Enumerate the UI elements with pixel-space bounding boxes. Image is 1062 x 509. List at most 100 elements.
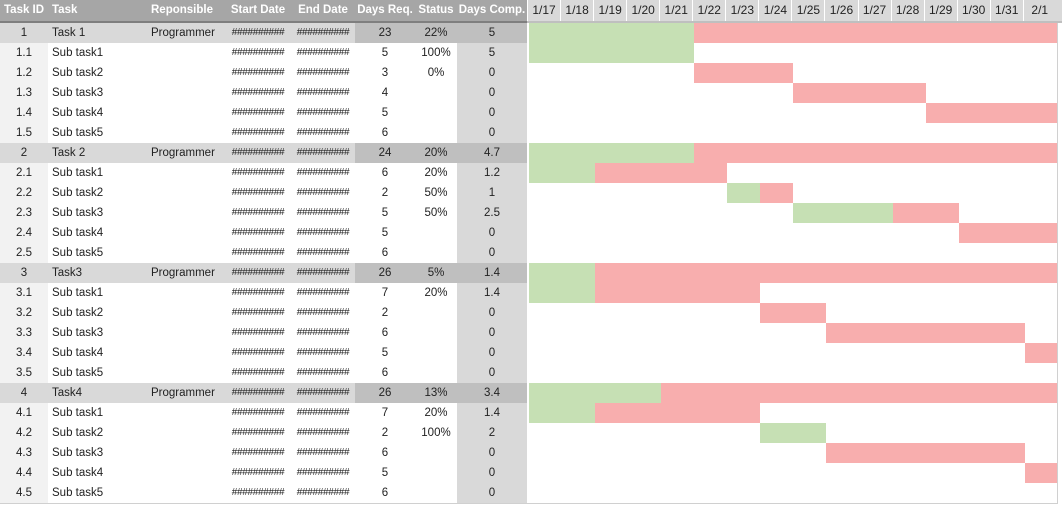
cell-days-req[interactable]: 3 — [381, 67, 389, 79]
cell-responsible[interactable] — [151, 123, 225, 143]
cell-end-date[interactable]: ########## — [296, 47, 350, 58]
cell-status[interactable]: 5% — [415, 263, 457, 283]
cell-task-name[interactable]: Sub task3 — [52, 447, 104, 459]
date-header[interactable]: 1/25 — [791, 0, 824, 21]
cell-end-date[interactable]: ########## — [296, 487, 350, 498]
cell-days-comp[interactable]: 1.4 — [457, 283, 527, 303]
cell-days-req[interactable]: 6 — [381, 447, 389, 459]
cell-task-id[interactable]: 4.2 — [0, 423, 48, 443]
date-header[interactable]: 1/27 — [857, 0, 891, 21]
cell-days-req[interactable]: 5 — [381, 467, 389, 479]
cell-start-date[interactable]: ########## — [231, 427, 285, 438]
cell-task-name[interactable]: Sub task4 — [52, 467, 104, 479]
cell-task-id[interactable]: 2.3 — [0, 203, 48, 223]
cell-end-date[interactable]: ########## — [296, 287, 350, 298]
cell-status[interactable]: 20% — [415, 143, 457, 163]
task-group-row[interactable]: 1 Task 1 Programmer ########## ########## 23 2… — [0, 23, 527, 43]
cell-task-name[interactable]: Sub task2 — [52, 187, 104, 199]
cell-days-comp[interactable]: 0 — [457, 463, 527, 483]
cell-responsible[interactable] — [151, 183, 225, 203]
cell-responsible[interactable] — [151, 283, 225, 303]
cell-status[interactable] — [415, 123, 457, 143]
cell-task-id[interactable]: 4.4 — [0, 463, 48, 483]
header-end-date[interactable]: End Date — [291, 0, 355, 21]
cell-task-id[interactable]: 2.1 — [0, 163, 48, 183]
cell-status[interactable] — [415, 83, 457, 103]
date-header[interactable]: 1/26 — [824, 0, 857, 21]
cell-end-date[interactable]: ########## — [296, 147, 350, 158]
gantt-bar-complete[interactable] — [727, 183, 761, 203]
cell-task-id[interactable]: 1.1 — [0, 43, 48, 63]
subtask-row[interactable]: 1.1 Sub task1 ########## ########## 5 100% 5 — [0, 43, 527, 63]
cell-task-id[interactable]: 2.5 — [0, 243, 48, 263]
cell-start-date[interactable]: ########## — [231, 287, 285, 298]
date-header[interactable]: 1/23 — [725, 0, 758, 21]
cell-days-comp[interactable]: 2.5 — [457, 203, 527, 223]
cell-days-req[interactable]: 5 — [381, 347, 389, 359]
gantt-bar-remaining[interactable] — [958, 223, 1057, 243]
cell-end-date[interactable]: ########## — [296, 207, 350, 218]
subtask-row[interactable]: 2.5 Sub task5 ########## ########## 6 0 — [0, 243, 527, 263]
header-status[interactable]: Status — [415, 0, 457, 21]
date-header[interactable]: 1/29 — [923, 0, 957, 21]
cell-days-comp[interactable]: 0 — [457, 343, 527, 363]
header-start-date[interactable]: Start Date — [225, 0, 291, 21]
cell-responsible[interactable] — [151, 323, 225, 343]
gantt-bar-complete[interactable] — [529, 383, 662, 403]
cell-task-name[interactable]: Sub task5 — [52, 367, 104, 379]
cell-task-name[interactable]: Sub task1 — [52, 167, 104, 179]
cell-days-req[interactable]: 2 — [381, 187, 389, 199]
gantt-bar-remaining[interactable] — [694, 143, 1057, 163]
cell-responsible[interactable]: Programmer — [151, 27, 215, 39]
cell-start-date[interactable]: ########## — [231, 87, 285, 98]
date-header[interactable]: 1/18 — [560, 0, 593, 21]
cell-days-req[interactable]: 23 — [355, 23, 415, 43]
cell-responsible[interactable] — [151, 83, 225, 103]
cell-status[interactable]: 50% — [424, 207, 448, 219]
gantt-bar-complete[interactable] — [529, 143, 695, 163]
cell-status[interactable]: 20% — [424, 167, 448, 179]
task-group-row[interactable]: 2 Task 2 Programmer ########## ########## 24 2… — [0, 143, 527, 163]
cell-start-date[interactable]: ########## — [231, 47, 285, 58]
cell-end-date[interactable]: ########## — [296, 107, 350, 118]
cell-end-date[interactable]: ########## — [296, 167, 350, 178]
cell-status[interactable] — [415, 103, 457, 123]
date-header[interactable]: 1/30 — [956, 0, 990, 21]
cell-task-name[interactable]: Sub task5 — [52, 487, 104, 499]
cell-start-date[interactable]: ########## — [231, 147, 285, 158]
gantt-bar-remaining[interactable] — [760, 303, 827, 323]
cell-end-date[interactable]: ########## — [296, 267, 350, 278]
gantt-bar-remaining[interactable] — [1024, 343, 1057, 363]
cell-status[interactable] — [415, 343, 457, 363]
cell-start-date[interactable]: ########## — [231, 227, 285, 238]
cell-responsible[interactable] — [151, 423, 225, 443]
cell-days-comp[interactable]: 0 — [457, 63, 527, 83]
cell-responsible[interactable] — [151, 303, 225, 323]
subtask-row[interactable]: 1.5 Sub task5 ########## ########## 6 0 — [0, 123, 527, 143]
cell-days-comp[interactable]: 0 — [457, 443, 527, 463]
gantt-bar-complete[interactable] — [793, 203, 893, 223]
cell-task-name[interactable]: Task 1 — [52, 27, 86, 39]
cell-start-date[interactable]: ########## — [231, 187, 285, 198]
cell-task-id[interactable]: 1.2 — [0, 63, 48, 83]
cell-responsible[interactable] — [151, 203, 225, 223]
cell-days-comp[interactable]: 1.4 — [457, 403, 527, 423]
cell-end-date[interactable]: ########## — [296, 87, 350, 98]
cell-end-date[interactable]: ########## — [296, 27, 350, 38]
cell-task-id[interactable]: 1 — [20, 27, 28, 39]
cell-days-comp[interactable]: 5 — [457, 23, 527, 43]
gantt-bar-complete[interactable] — [529, 43, 695, 63]
gantt-bar-complete[interactable] — [529, 283, 596, 303]
cell-task-name[interactable]: Sub task4 — [52, 107, 104, 119]
gantt-bar-remaining[interactable] — [1024, 463, 1057, 483]
header-task-id[interactable]: Task ID — [0, 0, 48, 21]
cell-task-id[interactable]: 4.3 — [0, 443, 48, 463]
cell-start-date[interactable]: ########## — [231, 167, 285, 178]
cell-days-comp[interactable]: 0 — [457, 83, 527, 103]
cell-responsible[interactable] — [151, 163, 225, 183]
cell-days-comp[interactable]: 0 — [457, 243, 527, 263]
cell-days-comp[interactable]: 0 — [457, 103, 527, 123]
cell-days-comp[interactable]: 1 — [457, 183, 527, 203]
subtask-row[interactable]: 2.2 Sub task2 ########## ########## 2 50% 1 — [0, 183, 527, 203]
subtask-row[interactable]: 4.3 Sub task3 ########## ########## 6 0 — [0, 443, 527, 463]
